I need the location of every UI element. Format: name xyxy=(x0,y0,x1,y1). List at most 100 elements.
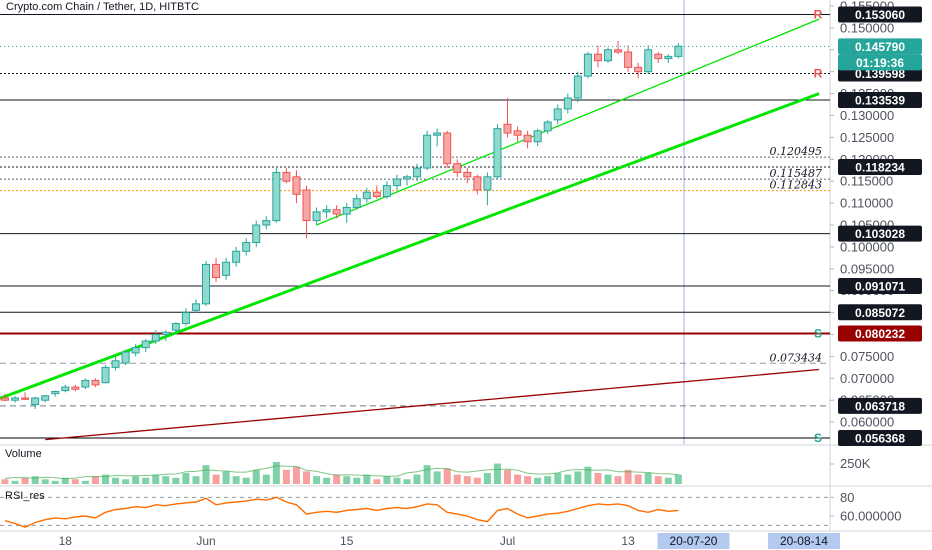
rsi-tick-label: 80 xyxy=(840,490,854,505)
level-text-label: 0.120495 xyxy=(770,145,823,158)
volume-bar xyxy=(634,474,642,484)
volume-bar xyxy=(554,473,562,484)
volume-tick-label: 250K xyxy=(840,456,871,471)
x-tick-label: Jul xyxy=(500,534,515,548)
candle-body xyxy=(41,395,50,401)
volume-bar xyxy=(403,479,411,484)
volume-bar xyxy=(272,462,280,484)
volume-bar xyxy=(453,474,461,484)
volume-bar xyxy=(152,474,160,484)
volume-bar xyxy=(182,473,190,484)
volume-bar xyxy=(614,476,622,484)
trendline xyxy=(316,18,820,226)
candle-body xyxy=(573,75,582,99)
price-badge-label: 0.063718 xyxy=(855,399,905,413)
volume-bar xyxy=(122,479,130,484)
volume-bar xyxy=(483,473,491,484)
candle-body xyxy=(111,360,120,368)
volume-bar xyxy=(493,463,501,484)
volume-ma-line xyxy=(4,465,679,480)
volume-bar xyxy=(654,476,662,484)
volume-bar xyxy=(282,469,290,484)
volume-bar xyxy=(232,476,240,484)
x-tick-label: 15 xyxy=(340,534,354,548)
price-badge xyxy=(838,159,922,176)
candle-body xyxy=(362,191,371,200)
price-badge xyxy=(838,91,922,108)
volume-bar xyxy=(212,474,220,484)
price-badge-label: 0.118234 xyxy=(855,161,905,175)
candle-body xyxy=(191,303,200,311)
candle-body xyxy=(302,189,311,222)
volume-bar xyxy=(51,480,59,484)
y-tick-label: 0.150000 xyxy=(840,20,894,35)
volume-bar xyxy=(594,473,602,484)
volume-bar xyxy=(473,477,481,484)
volume-bar xyxy=(1,479,9,484)
volume-bar xyxy=(142,477,150,484)
volume-bar xyxy=(61,477,69,484)
price-badge xyxy=(838,430,922,447)
candle-body xyxy=(382,185,391,198)
candle-body xyxy=(171,323,180,331)
candle-body xyxy=(523,134,532,143)
volume-bar xyxy=(504,469,511,484)
volume-bar xyxy=(112,477,120,484)
candle-body xyxy=(202,263,210,305)
volume-bar xyxy=(544,476,552,484)
level-flag: R xyxy=(814,66,823,80)
candle-body xyxy=(181,312,190,325)
volume-bar xyxy=(41,479,49,484)
candle-body xyxy=(654,53,663,60)
candle-body xyxy=(503,123,512,134)
rsi-pane-label: RSI_res xyxy=(5,490,45,502)
volume-bar xyxy=(323,477,331,484)
y-tick-label: 0.110000 xyxy=(840,196,893,211)
date-badge-label: 20-07-20 xyxy=(669,534,717,548)
y-tick-label: 0.070000 xyxy=(840,371,894,386)
volume-bar xyxy=(383,476,391,484)
candle-body xyxy=(453,163,462,173)
volume-bar xyxy=(192,476,200,484)
volume-bar xyxy=(674,474,682,484)
volume-bar xyxy=(644,473,652,484)
candle-body xyxy=(463,171,472,178)
candle-body xyxy=(583,53,592,77)
candle-body xyxy=(352,198,361,208)
volume-bar xyxy=(564,474,572,484)
price-badge xyxy=(838,304,922,321)
level-flag: S xyxy=(814,431,822,445)
last-price-badge xyxy=(838,38,922,55)
y-tick-label: 0.075000 xyxy=(840,349,894,364)
volume-bar xyxy=(534,477,542,484)
volume-bar xyxy=(21,477,29,484)
y-tick-label: 0.125000 xyxy=(840,130,894,145)
price-badge-label: 0.103028 xyxy=(855,227,905,241)
candle-body xyxy=(141,340,150,349)
volume-bar xyxy=(222,471,230,484)
candle-body xyxy=(513,130,522,136)
rsi-line xyxy=(4,496,679,528)
candle-body xyxy=(61,386,70,392)
y-tick-label: 0.130000 xyxy=(840,108,894,123)
volume-bar xyxy=(433,471,441,484)
volume-bar xyxy=(313,476,321,484)
candle-body xyxy=(151,334,160,342)
volume-bar xyxy=(524,476,532,484)
candle-body xyxy=(644,49,653,73)
volume-bar xyxy=(242,477,250,484)
y-tick-label: 0.095000 xyxy=(840,261,894,276)
volume-bar xyxy=(353,477,361,484)
level-flag: S xyxy=(814,326,822,340)
date-badge xyxy=(657,533,730,549)
candle-body xyxy=(31,397,40,406)
volume-bar xyxy=(423,465,431,484)
last-price-label: 0.145790 xyxy=(855,40,905,54)
countdown-badge xyxy=(838,54,922,71)
candle-body xyxy=(332,209,341,215)
candle-body xyxy=(262,220,271,226)
candle-body xyxy=(242,242,251,252)
volume-bar xyxy=(584,466,592,484)
candle-body xyxy=(392,178,401,187)
